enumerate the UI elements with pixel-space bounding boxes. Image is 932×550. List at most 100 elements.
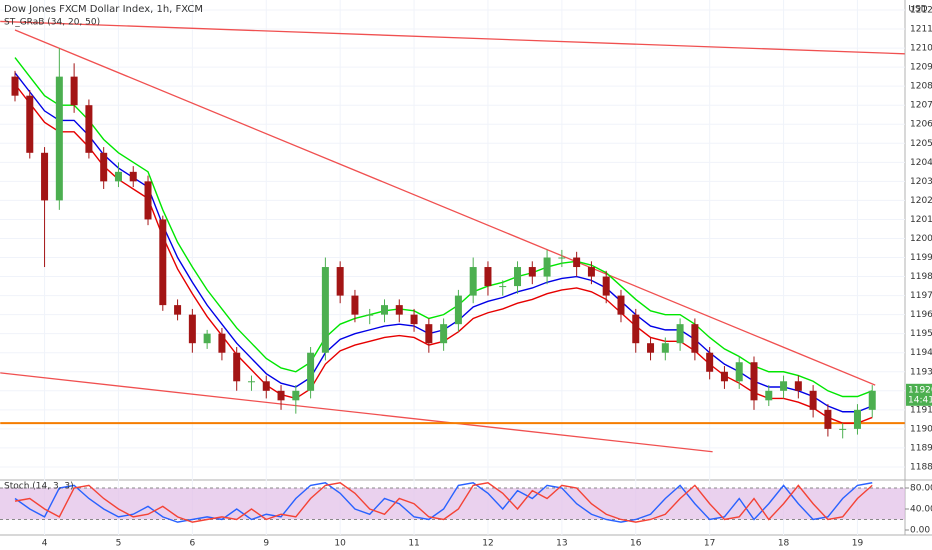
candle-body — [351, 295, 359, 315]
candle-body — [100, 152, 108, 182]
x-tick-label: 5 — [116, 539, 122, 549]
x-tick-label: 17 — [704, 539, 715, 549]
candle-body — [632, 314, 640, 344]
y-tick-label: 11980 — [910, 272, 932, 282]
x-tick-label: 19 — [852, 539, 864, 549]
x-tick-label: 13 — [556, 539, 567, 549]
candle-body — [307, 352, 315, 391]
candle-body — [617, 295, 625, 315]
candle-body — [750, 362, 758, 401]
x-tick-label: 4 — [42, 539, 48, 549]
y-tick-label: 11960 — [910, 310, 932, 320]
x-tick-label: 11 — [408, 539, 419, 549]
y-tick-label: 12080 — [910, 82, 932, 92]
y-tick-label: 12000 — [910, 234, 932, 244]
candle-body — [129, 171, 137, 182]
candle-body — [573, 257, 581, 268]
candle-body — [395, 305, 403, 315]
candle-body — [706, 352, 714, 372]
candle-body — [11, 76, 19, 96]
candle-body — [528, 267, 536, 277]
y-tick-label: 12010 — [910, 215, 932, 225]
ema-line — [14, 57, 873, 398]
y-tick-label: 12050 — [910, 139, 932, 149]
currency: USD — [908, 5, 927, 15]
candle-body — [41, 152, 49, 201]
trendline — [0, 372, 713, 453]
candle-body — [55, 76, 63, 201]
y-tick-label: 11900 — [910, 424, 932, 434]
candle-body — [853, 409, 861, 429]
y-tick-label: 11970 — [910, 291, 932, 301]
indicator-title: ST_GRaB (34, 20, 50) — [4, 18, 100, 28]
plot — [0, 20, 905, 523]
candle-body — [587, 267, 595, 277]
y-tick-label: 12100 — [910, 44, 932, 54]
stoch-band — [0, 488, 905, 520]
candle-body — [484, 267, 492, 287]
candle-body — [70, 76, 78, 106]
candle-body — [469, 267, 477, 296]
candle-body — [868, 390, 876, 410]
candle-body — [765, 390, 773, 401]
candle-body — [114, 171, 122, 182]
candle-body — [85, 105, 93, 153]
y-tick-label: 12090 — [910, 63, 932, 73]
candle-body — [558, 257, 566, 259]
candle-body — [824, 409, 832, 429]
candle-body — [247, 381, 255, 383]
candle-body — [277, 390, 285, 401]
trendline — [0, 20, 905, 55]
y-tick-label: 11950 — [910, 329, 932, 339]
candle-body — [410, 314, 418, 325]
candle-body — [602, 276, 610, 296]
x-tick-label: 16 — [630, 539, 642, 549]
candle-body — [454, 295, 462, 325]
y-tick-label: 11940 — [910, 348, 932, 358]
x-tick-label: 10 — [334, 539, 346, 549]
y-tick-label: 12120 — [910, 6, 932, 16]
candle-body — [174, 305, 182, 315]
y-tick-label: 12060 — [910, 120, 932, 130]
candle-body — [203, 333, 211, 344]
candle-body — [514, 267, 522, 287]
candle-body — [366, 314, 374, 316]
stoch-tick-label: 80.00 — [910, 484, 932, 494]
candle-body — [159, 219, 167, 306]
candle-body — [676, 324, 684, 344]
x-tick-label: 6 — [189, 539, 195, 549]
y-tick-label: 12040 — [910, 158, 932, 168]
chart-title: Dow Jones FXCM Dollar Index, 1h, FXCM — [4, 4, 203, 15]
candle-body — [661, 343, 669, 353]
countdown-label: 14:41 — [908, 395, 932, 405]
last-price-label: 11920 — [908, 385, 932, 395]
grid — [0, 0, 909, 535]
candle-body — [839, 428, 847, 430]
candle-body — [499, 286, 507, 288]
candle-body — [691, 324, 699, 353]
candle-body — [321, 267, 329, 353]
last-price-badge — [906, 383, 932, 406]
candle-body — [780, 381, 788, 391]
y-tick-label: 11930 — [910, 367, 932, 377]
candle-body — [144, 181, 152, 220]
y-tick-label: 11890 — [910, 443, 932, 453]
candle-body — [292, 390, 300, 401]
y-tick-label: 12070 — [910, 101, 932, 111]
candle-body — [720, 371, 728, 382]
candle-body — [647, 343, 655, 353]
stoch-title: Stoch (14, 3, 3) — [4, 482, 74, 492]
candle-body — [233, 352, 241, 382]
x-tick-label: 18 — [778, 539, 790, 549]
y-tick-label: 12020 — [910, 196, 932, 206]
x-tick-label: 9 — [263, 539, 269, 549]
trendline — [14, 29, 876, 386]
candle-body — [381, 305, 388, 315]
stoch-line — [14, 482, 873, 523]
candle-body — [218, 333, 226, 353]
candle-body — [440, 324, 448, 344]
candle-body — [336, 267, 344, 296]
candle-body — [735, 362, 743, 382]
